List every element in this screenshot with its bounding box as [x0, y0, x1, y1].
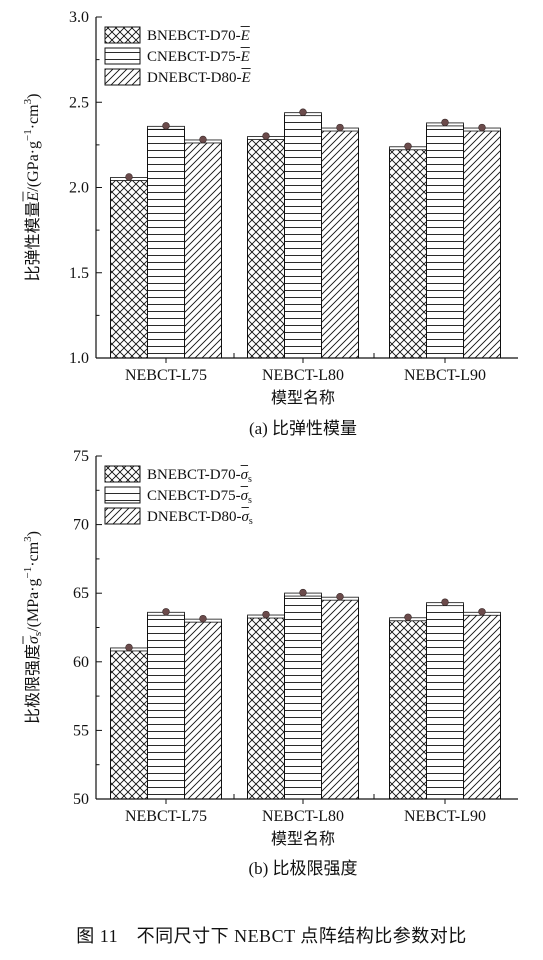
- legend-swatch: [104, 47, 141, 65]
- legend-label: CNEBCT-D75-σs: [147, 488, 252, 506]
- x-axis-title: 模型名称: [271, 389, 335, 407]
- x-tick-label: NEBCT-L75: [125, 367, 207, 384]
- data-point-marker: [125, 173, 133, 181]
- bar: [147, 613, 185, 800]
- data-point-marker: [262, 132, 270, 140]
- y-axis-title: 比弹性模量E/(GPa·g−1·cm3): [22, 94, 42, 282]
- legend-label: BNEBCT-D70-σs: [147, 467, 252, 485]
- x-axis-title: 模型名称: [271, 830, 335, 848]
- y-tick-label: 3.0: [69, 9, 89, 26]
- bar: [284, 594, 322, 800]
- y-tick-label: 2.0: [69, 180, 89, 197]
- bar: [463, 129, 501, 359]
- legend-label: DNEBCT-D80-E: [147, 70, 251, 86]
- data-point-marker: [441, 118, 449, 127]
- bar: [426, 603, 464, 800]
- bar: [321, 129, 359, 359]
- data-point-marker: [299, 108, 307, 116]
- bar: [184, 140, 222, 359]
- bar: [389, 147, 427, 359]
- data-point-marker: [478, 608, 486, 616]
- legend-label: CNEBCT-D75-E: [147, 49, 250, 65]
- chart-specific-ultimate-strength: 50 55 60 65 70 75 NEBCT-L75 NEBCT-L80 NEBCT-L90 模…: [22, 448, 518, 878]
- data-point-marker: [125, 643, 133, 652]
- bar: [247, 616, 285, 800]
- y-tick-label: 75: [73, 448, 89, 465]
- bar: [389, 618, 427, 800]
- legend-label: DNEBCT-D80-σs: [147, 509, 253, 527]
- data-point-marker: [299, 588, 307, 597]
- legend-swatch: [104, 507, 141, 525]
- chart-caption: (a) 比弹性模量: [249, 419, 357, 438]
- y-axis-title-text: 比弹性模量E/(GPa·g−1·cm3): [22, 94, 42, 282]
- bar: [426, 123, 464, 359]
- x-tick-label: NEBCT-L80: [262, 808, 344, 825]
- data-point-marker: [262, 610, 270, 619]
- legend-swatch: [104, 486, 141, 504]
- x-tick-label: NEBCT-L80: [262, 367, 344, 384]
- chart-caption: (b) 比极限强度: [248, 859, 357, 878]
- data-point-marker: [478, 123, 486, 132]
- bar: [184, 620, 222, 800]
- x-tick-label: NEBCT-L75: [125, 808, 207, 825]
- data-point-marker: [404, 142, 412, 150]
- data-point-marker: [404, 613, 412, 621]
- y-axis-title: 比极限强度σs/(MPa·g−1·cm3): [22, 531, 44, 724]
- y-tick-label: 1.5: [69, 265, 89, 282]
- x-tick-label: NEBCT-L90: [404, 367, 486, 384]
- y-tick-label: 50: [73, 791, 89, 808]
- data-point-marker: [162, 122, 170, 130]
- legend-swatch: [104, 465, 141, 483]
- bar: [147, 127, 185, 359]
- legend-swatch: [104, 68, 141, 86]
- y-tick-label: 60: [73, 654, 89, 671]
- bar: [110, 178, 148, 359]
- data-point-marker: [336, 123, 344, 132]
- legend-label: BNEBCT-D70-E: [147, 28, 250, 44]
- bar: [284, 113, 322, 359]
- bar: [463, 613, 501, 800]
- bar: [247, 137, 285, 359]
- figure-caption: 图 11 不同尺寸下 NEBCT 点阵结构比参数对比: [76, 926, 467, 946]
- data-point-marker: [199, 135, 207, 144]
- data-point-marker: [162, 608, 170, 616]
- y-tick-label: 55: [73, 722, 89, 739]
- y-tick-label: 65: [73, 585, 89, 602]
- chart-specific-elastic-modulus: 1.0 1.5 2.0 2.5 3.0 NEBCT-L75 NEBCT-L80 NEBCT-L…: [22, 9, 518, 438]
- data-point-marker: [441, 598, 449, 606]
- bar: [110, 648, 148, 800]
- legend-swatch: [104, 26, 141, 44]
- data-point-marker: [336, 592, 344, 601]
- y-axis-title-text: 比极限强度σs/(MPa·g−1·cm3): [22, 531, 44, 724]
- x-tick-label: NEBCT-L90: [404, 808, 486, 825]
- data-point-marker: [199, 614, 207, 623]
- y-tick-label: 1.0: [69, 350, 89, 367]
- bar: [321, 598, 359, 800]
- y-tick-label: 2.5: [69, 94, 89, 111]
- y-tick-label: 70: [73, 517, 89, 534]
